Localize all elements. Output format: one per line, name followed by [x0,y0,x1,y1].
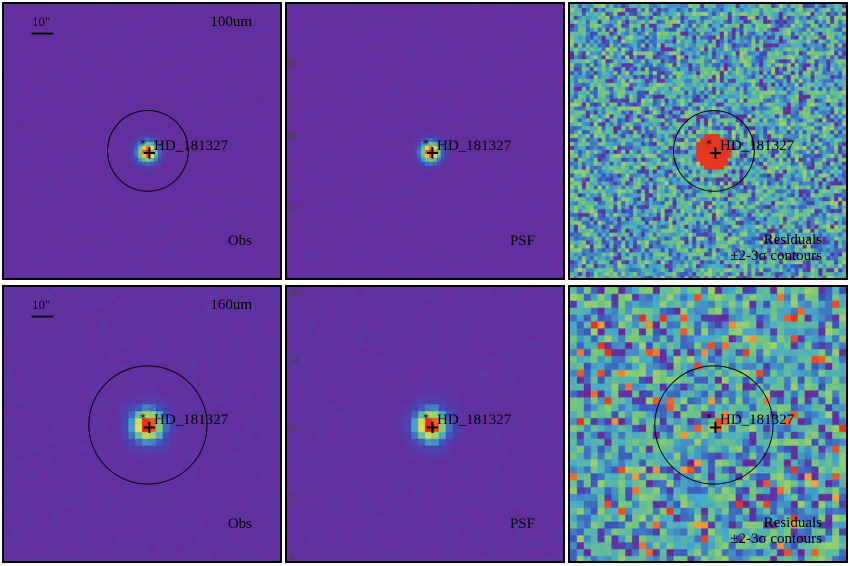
scalebar-label: 10" [32,297,51,312]
source-name: HD_181327 [437,412,512,428]
image-100um-psf [287,4,563,278]
star-marker: * [423,137,429,151]
panel-160um-residual: * + HD_181327 Residuals ±2-3σ contours [568,285,848,563]
residual-label: Residuals ±2-3σ contours [730,232,822,264]
aperture-circle [673,109,755,192]
image-100um-obs [4,4,280,278]
star-marker: * [706,137,712,151]
panel-100um-obs: * + 10" 100um HD_181327 Obs [2,2,282,280]
overlay-100um-psf: * + [423,137,440,164]
source-name: HD_181327 [437,138,512,154]
y-tick: 30 [289,357,300,366]
y-tick: 0 [289,553,295,562]
overlay-160um-residual: * + [654,365,774,485]
panel-100um-psf: * + 60 40 20 HD_181327 PSF [285,2,565,280]
overlay-100um-residual: * + [673,109,755,192]
image-160um-obs [4,287,280,561]
cross-marker: + [425,418,440,438]
band-label: 100um [210,14,252,30]
y-tick: 20 [289,204,300,213]
panel-160um-psf: * + 40 30 20 10 0 HD_181327 PSF [285,285,565,563]
residual-label: Residuals ±2-3σ contours [730,515,822,547]
cross-marker: + [708,144,723,164]
band-label: 160um [210,297,252,313]
panel-label: PSF [509,233,535,249]
source-name: HD_181327 [720,138,795,154]
overlay-160um-obs: * + [31,315,208,485]
source-name: HD_181327 [720,412,795,428]
overlay-100um-obs: * + [31,32,189,192]
aperture-circle [654,365,774,485]
y-tick: 40 [289,289,300,298]
panel-label: PSF [509,516,535,532]
aperture-circle [107,109,189,192]
aperture-circle [88,365,208,485]
cross-marker: + [142,418,157,438]
residual-label-line2: ±2-3σ contours [730,248,822,264]
panel-100um-residual: * + HD_181327 Residuals ±2-3σ contours [568,2,848,280]
y-tick: 20 [289,425,300,434]
residual-label-line1: Residuals [763,515,822,531]
y-tick: 10 [289,493,300,502]
star-marker: * [706,411,712,425]
image-160um-residual [570,287,846,561]
residual-label-line1: Residuals [763,232,822,248]
image-100um-residual [570,4,846,278]
star-marker: * [140,137,146,151]
panel-label: Obs [227,233,252,249]
cross-marker: + [708,418,723,438]
image-160um-psf [287,287,563,561]
overlay-160um-psf: * + [423,411,440,438]
star-marker: * [423,411,429,425]
panel-160um-obs: * + 10" 160um HD_181327 Obs [2,285,282,563]
source-name: HD_181327 [154,138,229,154]
cross-marker: + [425,144,440,164]
panel-label: Obs [227,516,252,532]
y-tick: 40 [289,132,300,141]
source-name: HD_181327 [154,412,229,428]
cross-marker: + [142,144,157,164]
scalebar-label: 10" [32,14,51,29]
y-tick: 60 [289,59,300,68]
residual-label-line2: ±2-3σ contours [730,531,822,547]
star-marker: * [140,411,146,425]
